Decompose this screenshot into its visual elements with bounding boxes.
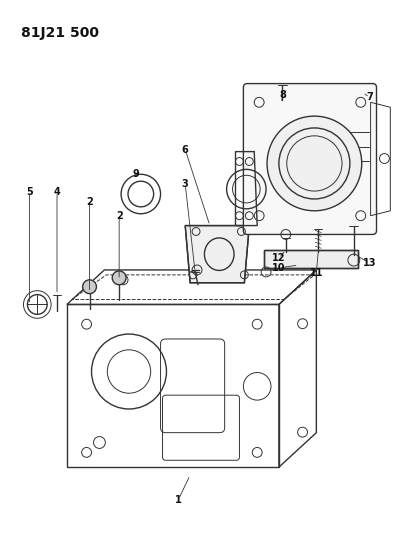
Text: 2: 2 bbox=[86, 197, 93, 207]
Text: 6: 6 bbox=[182, 144, 188, 155]
Text: 13: 13 bbox=[363, 258, 376, 268]
FancyBboxPatch shape bbox=[243, 84, 376, 235]
Text: 81J21 500: 81J21 500 bbox=[20, 26, 98, 41]
Text: 3: 3 bbox=[182, 179, 188, 189]
Polygon shape bbox=[185, 225, 249, 283]
Text: 12: 12 bbox=[272, 253, 286, 263]
Text: 7: 7 bbox=[366, 92, 373, 102]
Circle shape bbox=[112, 271, 126, 285]
Circle shape bbox=[83, 280, 96, 294]
Text: 4: 4 bbox=[54, 187, 60, 197]
Text: 1: 1 bbox=[175, 495, 182, 505]
Text: 9: 9 bbox=[132, 169, 139, 179]
Text: 11: 11 bbox=[310, 268, 323, 278]
Circle shape bbox=[267, 116, 362, 211]
Text: 10: 10 bbox=[272, 263, 286, 273]
Polygon shape bbox=[264, 250, 358, 268]
Text: 5: 5 bbox=[26, 187, 33, 197]
Text: 8: 8 bbox=[279, 91, 286, 100]
Text: 2: 2 bbox=[116, 211, 122, 221]
